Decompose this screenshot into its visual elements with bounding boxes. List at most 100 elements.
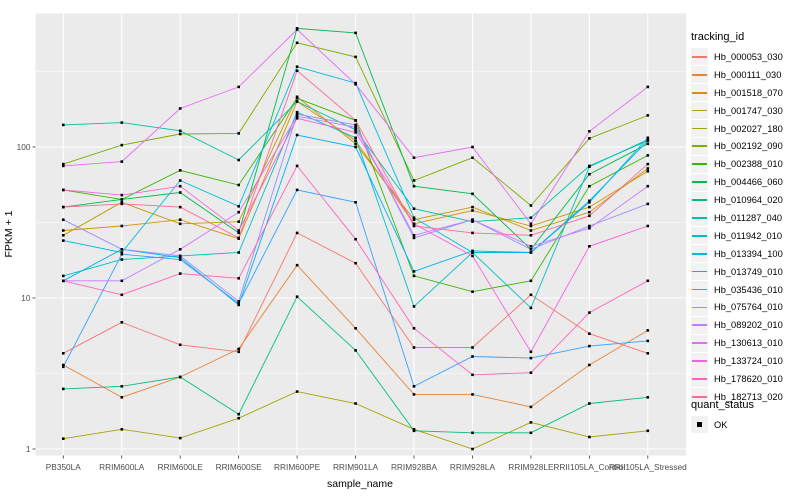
point-marker: [529, 224, 533, 228]
legend-key: [691, 173, 708, 191]
point-marker: [178, 222, 182, 226]
legend-key-line-icon: [692, 378, 707, 380]
legend-item-Hb_011942_010: Hb_011942_010: [691, 227, 783, 245]
point-marker: [295, 263, 299, 267]
point-marker: [62, 437, 65, 440]
point-marker: [62, 162, 65, 166]
point-marker: [120, 258, 124, 261]
point-marker: [412, 346, 416, 349]
legend-item-label: Hb_000111_030: [714, 69, 782, 80]
point-marker: [588, 165, 591, 168]
legend-item-label: Hb_035436_010: [714, 284, 783, 295]
point-marker: [412, 428, 416, 431]
legend-item-label: Hb_075764_010: [714, 302, 783, 313]
point-marker: [471, 205, 474, 209]
legend-item-Hb_075764_010: Hb_075764_010: [691, 298, 783, 316]
point-marker: [646, 142, 650, 146]
point-marker: [62, 188, 65, 192]
point-marker: [62, 274, 65, 278]
point-marker: [588, 224, 591, 228]
legend-key-line-icon: [692, 217, 707, 219]
point-marker: [529, 222, 533, 226]
legend-key-line-icon: [692, 127, 707, 130]
legend-key-line-icon: [692, 163, 707, 166]
point-marker: [354, 145, 357, 149]
point-marker: [178, 129, 182, 133]
legend-key: [691, 245, 708, 263]
point-marker: [178, 258, 182, 261]
point-marker: [646, 154, 650, 157]
x-tick-label: RRIM600LE: [158, 462, 204, 472]
legend-title-tracking-id: tracking_id: [691, 31, 745, 43]
legend-title-quant-status: quant_status: [691, 399, 754, 411]
point-marker: [529, 421, 533, 424]
point-marker: [646, 202, 650, 206]
legend-item-label: OK: [714, 419, 728, 430]
y-tick-label: 10: [21, 293, 31, 303]
point-marker: [237, 350, 240, 354]
point-marker: [471, 290, 474, 293]
point-marker: [646, 162, 650, 166]
legend-item-Hb_000111_030: Hb_000111_030: [691, 66, 783, 84]
legend-key: [691, 120, 708, 137]
point-marker: [646, 85, 650, 89]
legend-item-Hb_011287_040: Hb_011287_040: [691, 209, 783, 227]
point-marker: [354, 237, 357, 241]
legend-item-Hb_001747_030: Hb_001747_030: [691, 102, 783, 120]
legend-key: [691, 209, 708, 227]
point-marker: [295, 112, 299, 116]
square-point-marker-icon: [697, 422, 702, 428]
point-marker: [646, 139, 650, 142]
legend-tracking-id: tracking_id Hb_000053_030 Hb_000111_030 Hb…: [691, 31, 783, 406]
point-marker: [354, 128, 357, 132]
legend-item-label: Hb_011287_040: [714, 212, 783, 223]
x-tick-label: RRIM600SE: [216, 462, 263, 472]
legend-item-label: Hb_001518_070: [714, 87, 783, 98]
point-marker: [237, 85, 240, 89]
legend-key: [691, 281, 708, 299]
point-marker: [354, 119, 357, 122]
point-marker: [178, 191, 182, 194]
point-marker: [62, 352, 65, 355]
legend-key-line-icon: [692, 342, 707, 344]
point-marker: [471, 218, 474, 221]
point-marker: [646, 352, 650, 355]
point-marker: [237, 205, 240, 208]
y-tick-label: 1: [26, 444, 31, 454]
point-marker: [120, 224, 124, 228]
legend-item-Hb_089202_010: Hb_089202_010: [691, 316, 783, 334]
point-marker: [62, 218, 65, 221]
point-marker: [471, 145, 474, 149]
point-marker: [237, 277, 240, 280]
point-marker: [354, 123, 357, 127]
legend-item-label: Hb_000053_030: [714, 51, 783, 62]
point-marker: [588, 137, 591, 140]
point-marker: [471, 254, 474, 258]
x-tick-label: RRIM928LA: [450, 462, 496, 472]
point-marker: [529, 251, 533, 254]
point-marker: [588, 245, 591, 248]
point-marker: [412, 270, 416, 273]
legend-key-line-icon: [692, 91, 707, 94]
legend-key: [691, 263, 708, 281]
point-marker: [178, 248, 182, 251]
point-marker: [412, 224, 416, 228]
legend-key-line-icon: [692, 324, 707, 327]
point-marker: [62, 164, 65, 168]
point-marker: [237, 416, 240, 420]
point-marker: [471, 431, 474, 435]
point-marker: [588, 311, 591, 314]
point-marker: [237, 251, 240, 254]
point-marker: [120, 160, 124, 163]
point-marker: [354, 126, 357, 129]
point-marker: [237, 236, 240, 240]
point-marker: [354, 55, 357, 59]
point-marker: [412, 207, 416, 210]
point-marker: [295, 95, 299, 99]
point-marker: [588, 130, 591, 133]
legend-key-line-icon: [692, 306, 707, 309]
legend-item-label: Hb_002027_180: [714, 123, 783, 134]
point-marker: [529, 306, 533, 310]
point-marker: [646, 114, 650, 117]
point-marker: [237, 303, 240, 307]
